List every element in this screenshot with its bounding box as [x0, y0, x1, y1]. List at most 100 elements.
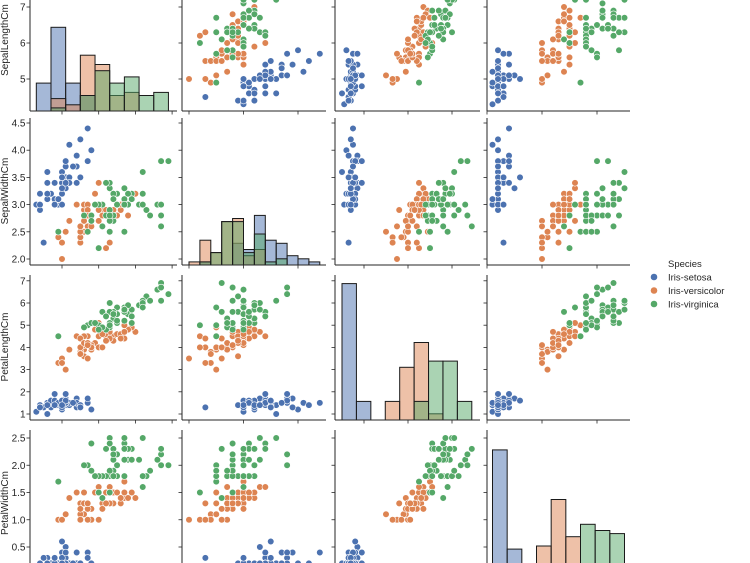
point-iris-virginica	[615, 46, 623, 54]
y-axis-label-sepal-width: SepalWidthCm	[0, 158, 11, 225]
hist-bar-iris-setosa	[492, 449, 508, 563]
point-iris-setosa	[239, 554, 248, 562]
point-iris-virginica	[212, 332, 220, 340]
panel-sepallengthcm-vs-sepallengthcm: 5 6 7	[20, 0, 177, 115]
point-iris-versicolor	[549, 222, 557, 230]
point-iris-setosa	[347, 184, 355, 192]
point-iris-versicolor	[417, 494, 425, 502]
point-iris-versicolor	[58, 516, 66, 524]
point-iris-setosa	[353, 50, 362, 58]
point-iris-versicolor	[406, 211, 414, 220]
point-iris-virginica	[106, 321, 114, 329]
point-iris-setosa	[316, 548, 324, 557]
y-tick-label: 6	[20, 299, 26, 310]
point-iris-versicolor	[65, 217, 73, 225]
point-iris-virginica	[256, 434, 264, 442]
hist-bar-iris-versicolor	[565, 536, 581, 563]
panel-sepalwidthcm-vs-sepallengthcm: 2.0 2.5 3.0 3.5 4.0 4.5	[12, 118, 177, 269]
y-tick-label: 7	[20, 3, 26, 14]
point-iris-versicolor	[84, 516, 92, 524]
point-iris-versicolor	[185, 354, 193, 363]
point-iris-versicolor	[73, 201, 81, 209]
point-iris-versicolor	[76, 516, 84, 524]
point-iris-setosa	[261, 89, 269, 97]
point-iris-versicolor	[565, 53, 574, 62]
point-iris-virginica	[54, 478, 62, 486]
point-iris-virginica	[157, 211, 165, 220]
panel-petallengthcm-vs-petalwidthcm	[483, 275, 630, 424]
point-iris-versicolor	[117, 334, 125, 343]
point-iris-virginica	[135, 456, 143, 464]
point-iris-virginica	[439, 494, 447, 502]
point-iris-setosa	[494, 390, 502, 398]
point-iris-virginica	[239, 0, 248, 4]
point-iris-virginica	[587, 297, 596, 305]
point-iris-versicolor	[382, 510, 390, 518]
point-iris-virginica	[102, 312, 110, 320]
point-iris-virginica	[444, 201, 452, 209]
point-iris-versicolor	[218, 505, 226, 513]
y-tick-label: 4.5	[12, 119, 26, 130]
y-tick-label: 1.0	[12, 515, 26, 526]
point-iris-versicolor	[419, 14, 428, 22]
point-iris-virginica	[239, 286, 248, 294]
point-iris-versicolor	[62, 366, 70, 374]
point-iris-setosa	[84, 394, 92, 403]
hist-bar-iris-setosa	[35, 82, 52, 112]
point-iris-virginica	[576, 78, 585, 87]
panel-grid: 5 6 7 2.0 2.5 3.0 3.5 4.0 4.5 1 2 3 4 5 6 7 0.5 1.0 1.5 2.0…	[12, 0, 630, 563]
hist-bar-iris-virginica	[253, 233, 266, 266]
point-iris-virginica	[463, 461, 472, 469]
point-iris-versicolor	[549, 201, 557, 209]
point-iris-setosa	[494, 184, 502, 192]
point-iris-versicolor	[565, 6, 574, 15]
point-iris-virginica	[153, 456, 162, 464]
point-iris-setosa	[305, 401, 313, 409]
point-iris-virginica	[609, 14, 618, 22]
panel-petalwidthcm-vs-petallengthcm	[331, 430, 476, 563]
point-iris-virginica	[80, 323, 88, 332]
point-iris-versicolor	[560, 68, 568, 76]
point-iris-virginica	[604, 308, 612, 316]
point-iris-versicolor	[538, 222, 546, 230]
point-iris-setosa	[58, 537, 66, 546]
y-tick-label: 2.5	[12, 434, 26, 445]
legend-item-setosa: Iris-setosa	[650, 273, 713, 284]
point-iris-setosa	[267, 75, 275, 83]
hist-bar-iris-virginica	[210, 252, 223, 266]
point-iris-virginica	[565, 28, 574, 36]
point-iris-setosa	[349, 124, 357, 133]
point-iris-setosa	[288, 60, 297, 69]
legend-title: Species	[668, 259, 702, 270]
point-iris-versicolor	[120, 328, 128, 336]
point-iris-setosa	[505, 71, 513, 79]
point-iris-virginica	[415, 478, 423, 486]
point-iris-versicolor	[413, 17, 421, 26]
point-iris-virginica	[437, 472, 445, 480]
point-iris-virginica	[120, 434, 128, 442]
point-iris-virginica	[450, 467, 458, 475]
point-iris-virginica	[422, 211, 430, 220]
panel-petalwidthcm-vs-sepallengthcm: 0.5 1.0 1.5 2.0 2.5	[12, 430, 173, 563]
point-iris-versicolor	[408, 488, 417, 497]
hist-bar-iris-virginica	[109, 82, 125, 112]
point-iris-virginica	[422, 472, 430, 480]
point-iris-setosa	[84, 157, 92, 165]
point-iris-virginica	[620, 297, 629, 305]
panel-petalwidthcm-vs-petalwidthcm	[483, 430, 625, 563]
point-iris-virginica	[128, 195, 136, 203]
point-iris-setosa	[239, 75, 248, 83]
point-iris-setosa	[342, 46, 351, 54]
point-iris-virginica	[218, 494, 226, 502]
point-iris-versicolor	[538, 57, 546, 65]
point-iris-virginica	[229, 28, 237, 36]
point-iris-virginica	[212, 321, 220, 329]
point-iris-virginica	[435, 6, 443, 15]
point-iris-virginica	[229, 283, 237, 292]
y-tick-label: 1.5	[12, 488, 26, 499]
point-iris-virginica	[250, 10, 258, 18]
panel-petallengthcm-vs-sepalwidthcm	[178, 275, 326, 424]
point-iris-virginica	[444, 483, 452, 491]
point-iris-setosa	[499, 50, 508, 58]
panel-sepallengthcm-vs-petalwidthcm	[483, 0, 630, 115]
